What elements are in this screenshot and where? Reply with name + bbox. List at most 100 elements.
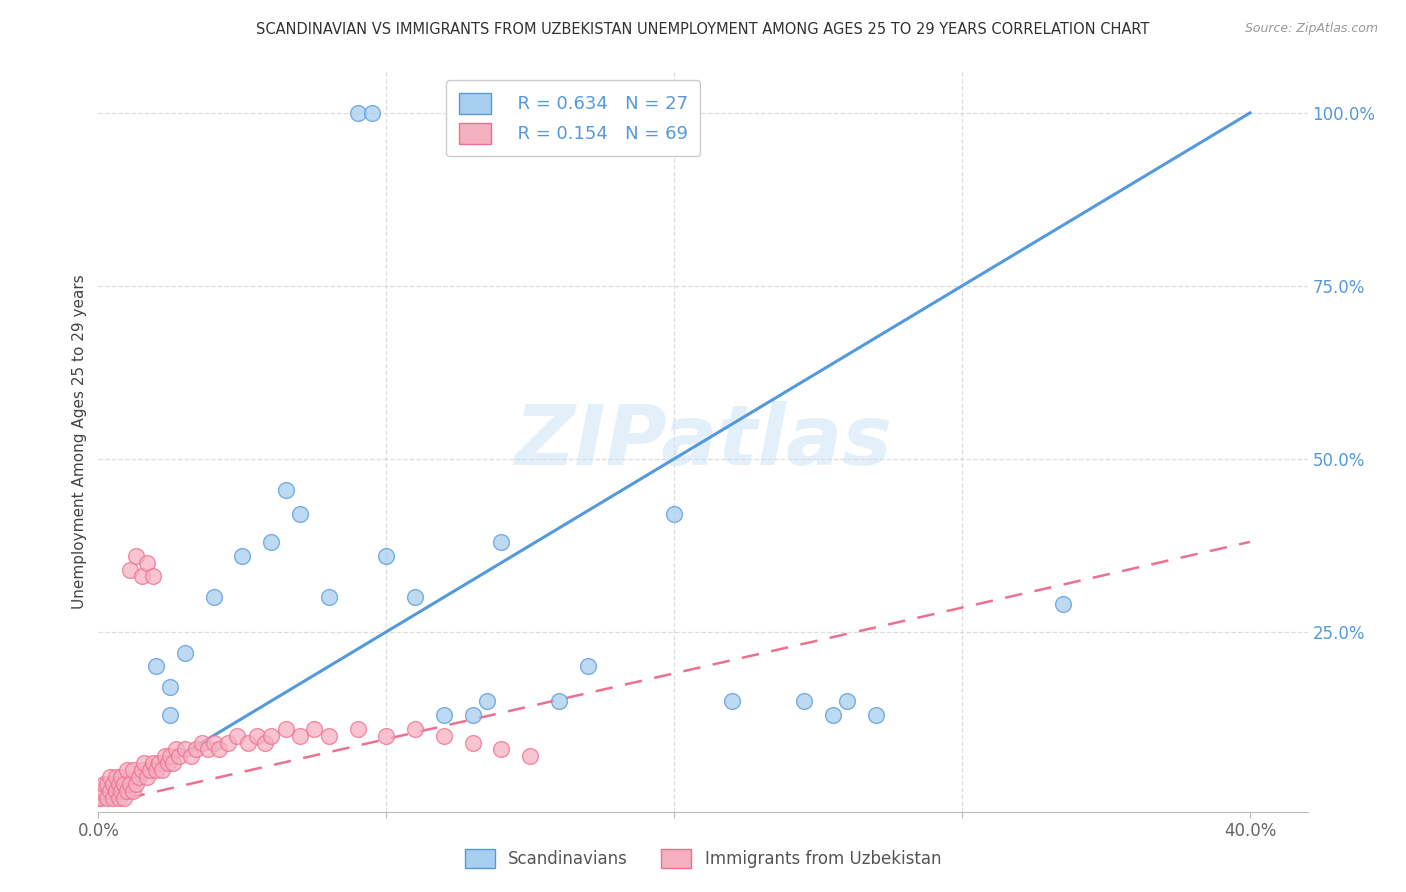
Point xyxy=(159,749,181,764)
Point xyxy=(191,735,214,749)
Point xyxy=(865,707,887,722)
Point xyxy=(112,790,135,805)
Point xyxy=(90,790,112,805)
Point xyxy=(173,646,195,660)
Point xyxy=(90,784,112,798)
Point xyxy=(208,742,231,756)
Point xyxy=(93,777,115,791)
Point xyxy=(165,742,187,756)
Point xyxy=(246,729,269,743)
Point xyxy=(96,777,118,791)
Point xyxy=(197,742,219,756)
Point xyxy=(548,694,571,708)
Point xyxy=(120,563,142,577)
Point xyxy=(110,784,132,798)
Point xyxy=(821,707,844,722)
Point xyxy=(254,735,277,749)
Point xyxy=(131,763,153,777)
Point xyxy=(150,763,173,777)
Point xyxy=(134,756,156,771)
Point xyxy=(128,770,150,784)
Point xyxy=(793,694,815,708)
Point xyxy=(236,735,259,749)
Point xyxy=(131,569,153,583)
Point xyxy=(153,749,176,764)
Text: Source: ZipAtlas.com: Source: ZipAtlas.com xyxy=(1244,22,1378,36)
Point xyxy=(98,770,121,784)
Point xyxy=(1052,597,1074,611)
Point xyxy=(101,790,124,805)
Point xyxy=(375,549,398,563)
Point xyxy=(122,784,145,798)
Point xyxy=(433,729,456,743)
Point xyxy=(120,777,142,791)
Point xyxy=(274,722,297,736)
Point xyxy=(142,569,165,583)
Point xyxy=(115,784,138,798)
Point xyxy=(461,735,484,749)
Point xyxy=(288,729,311,743)
Point xyxy=(142,756,165,771)
Point xyxy=(159,707,181,722)
Point xyxy=(186,742,208,756)
Point xyxy=(173,742,195,756)
Point xyxy=(288,507,311,521)
Point xyxy=(361,106,384,120)
Point xyxy=(720,694,742,708)
Point xyxy=(104,784,127,798)
Point xyxy=(148,756,170,771)
Point xyxy=(136,770,159,784)
Point xyxy=(346,106,368,120)
Legend: Scandinavians, Immigrants from Uzbekistan: Scandinavians, Immigrants from Uzbekista… xyxy=(458,842,948,875)
Point xyxy=(136,556,159,570)
Point xyxy=(835,694,858,708)
Point xyxy=(93,784,115,798)
Point xyxy=(346,722,368,736)
Point xyxy=(491,742,513,756)
Point xyxy=(202,591,225,605)
Point xyxy=(664,507,686,521)
Point xyxy=(107,790,129,805)
Point xyxy=(475,694,498,708)
Point xyxy=(145,659,167,673)
Point xyxy=(274,483,297,497)
Point xyxy=(110,770,132,784)
Point xyxy=(576,659,599,673)
Point xyxy=(180,749,202,764)
Point xyxy=(159,680,181,694)
Point xyxy=(433,707,456,722)
Point xyxy=(318,729,340,743)
Point xyxy=(231,549,253,563)
Point xyxy=(104,770,127,784)
Point xyxy=(202,735,225,749)
Point xyxy=(96,790,118,805)
Point xyxy=(461,707,484,722)
Point xyxy=(125,777,148,791)
Point xyxy=(375,729,398,743)
Point xyxy=(87,790,110,805)
Point xyxy=(115,763,138,777)
Point xyxy=(318,591,340,605)
Point xyxy=(162,756,184,771)
Point xyxy=(404,591,426,605)
Point xyxy=(217,735,239,749)
Legend:   R = 0.634   N = 27,   R = 0.154   N = 69: R = 0.634 N = 27, R = 0.154 N = 69 xyxy=(446,80,700,156)
Point xyxy=(145,763,167,777)
Text: ZIPatlas: ZIPatlas xyxy=(515,401,891,482)
Point xyxy=(304,722,326,736)
Point xyxy=(139,763,162,777)
Y-axis label: Unemployment Among Ages 25 to 29 years: Unemployment Among Ages 25 to 29 years xyxy=(72,274,87,609)
Point xyxy=(519,749,541,764)
Point xyxy=(101,777,124,791)
Point xyxy=(225,729,247,743)
Point xyxy=(125,549,148,563)
Point xyxy=(260,729,283,743)
Point xyxy=(122,763,145,777)
Text: SCANDINAVIAN VS IMMIGRANTS FROM UZBEKISTAN UNEMPLOYMENT AMONG AGES 25 TO 29 YEAR: SCANDINAVIAN VS IMMIGRANTS FROM UZBEKIST… xyxy=(256,22,1150,37)
Point xyxy=(107,777,129,791)
Point xyxy=(112,777,135,791)
Point xyxy=(98,784,121,798)
Point xyxy=(404,722,426,736)
Point xyxy=(260,534,283,549)
Point xyxy=(167,749,190,764)
